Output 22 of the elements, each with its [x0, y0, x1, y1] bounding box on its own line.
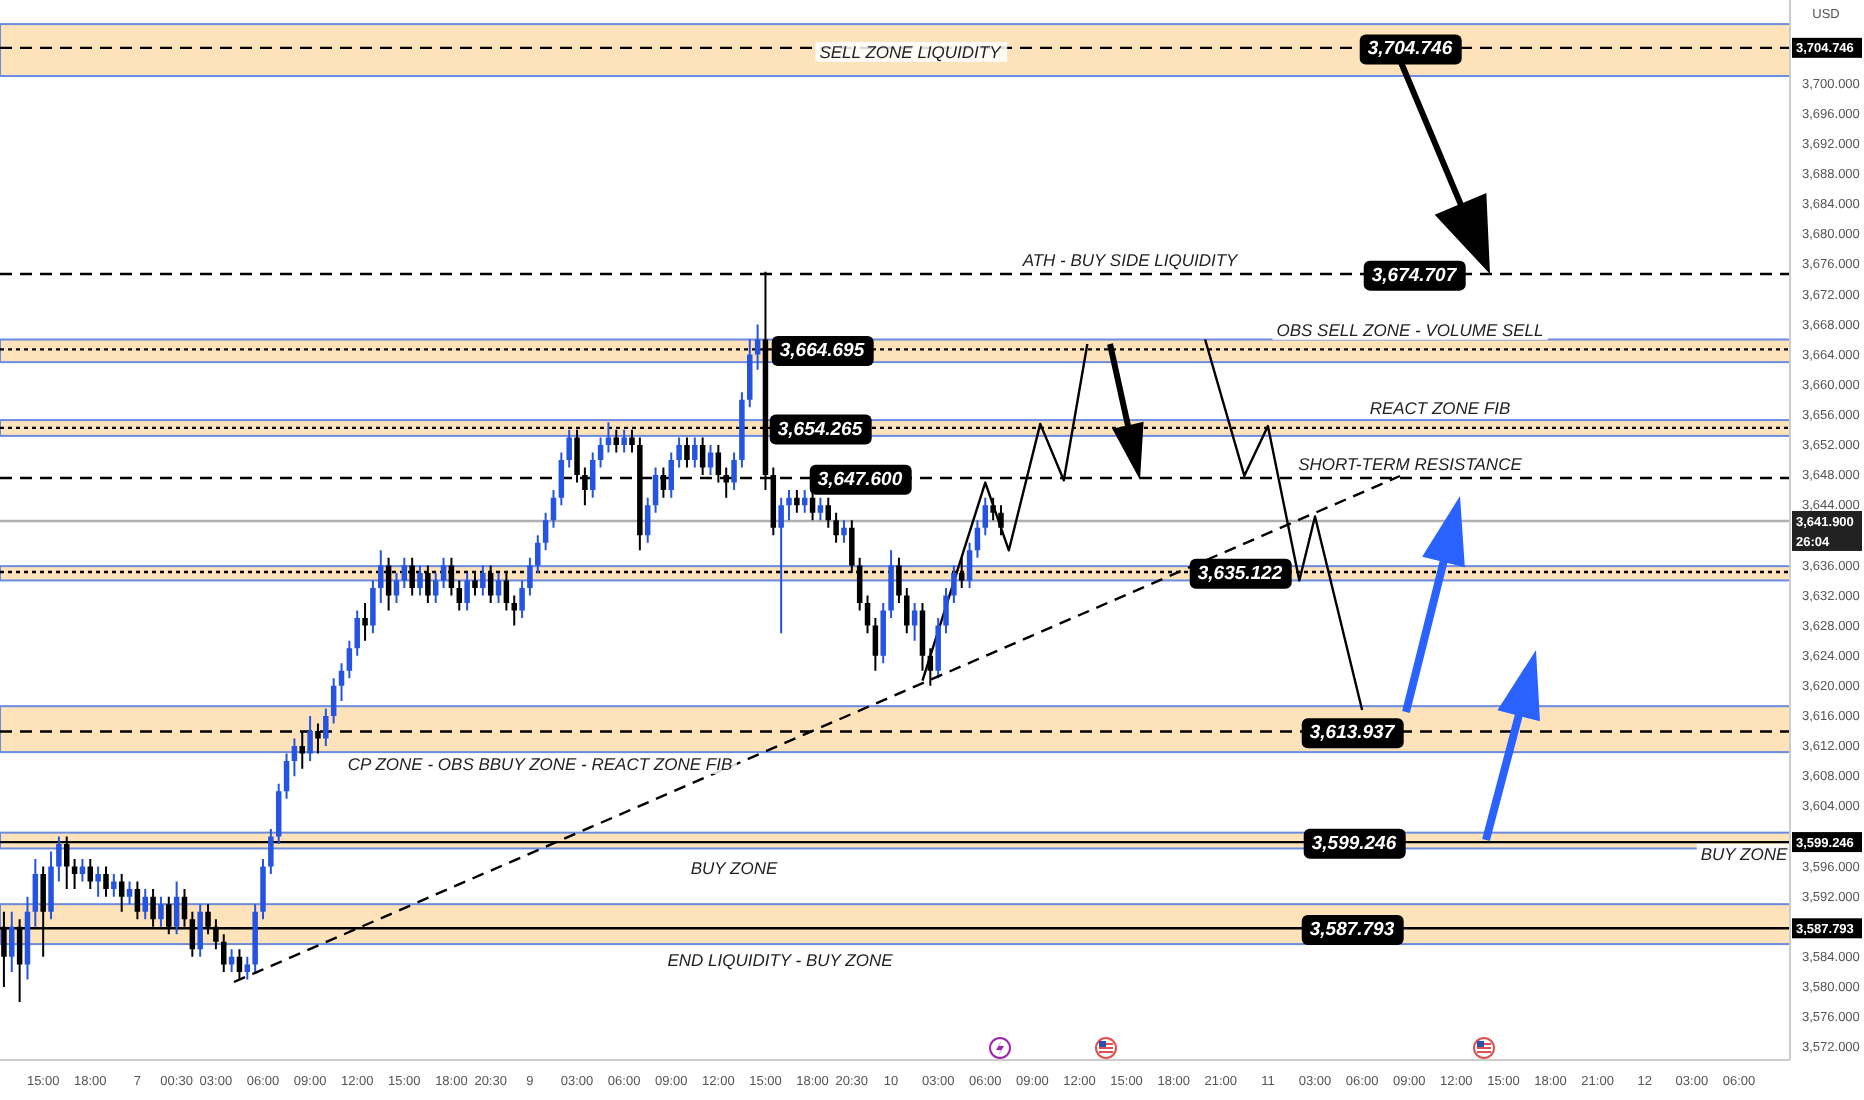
annotation: SHORT-TERM RESISTANCE: [1298, 453, 1523, 474]
annotation: 3,613.937: [1309, 722, 1396, 745]
annotation: ATH - BUY SIDE LIQUIDITY: [1020, 249, 1241, 270]
candlestick: [95, 866, 101, 897]
annotation: BUY ZONE: [1700, 843, 1788, 864]
annotation: REACT ZONE FIB: [1369, 397, 1512, 418]
annotation: SELL ZONE LIQUIDITY: [819, 41, 1004, 62]
annotation: OBS SELL ZONE - VOLUME SELL: [1276, 319, 1545, 340]
annotation: 3,654.265: [777, 418, 864, 441]
annotation: 3,704.746: [1367, 38, 1454, 61]
annotation: CP ZONE - OBS BBUY ZONE - REACT ZONE FIB: [347, 753, 733, 774]
annotation: 3,635.122: [1197, 562, 1284, 585]
annotation: 3,664.695: [779, 340, 866, 363]
annotation: END LIQUIDITY - BUY ZONE: [667, 949, 894, 970]
annotation: 3,599.246: [1311, 832, 1398, 855]
annotation: 3,647.600: [817, 468, 904, 491]
candlestick: [362, 603, 368, 641]
candlestick: [511, 595, 517, 626]
annotation: 3,674.707: [1371, 264, 1458, 287]
annotation: BUY ZONE: [690, 857, 778, 878]
annotation: 3,587.793: [1309, 918, 1396, 941]
candlestick: [778, 497, 784, 634]
